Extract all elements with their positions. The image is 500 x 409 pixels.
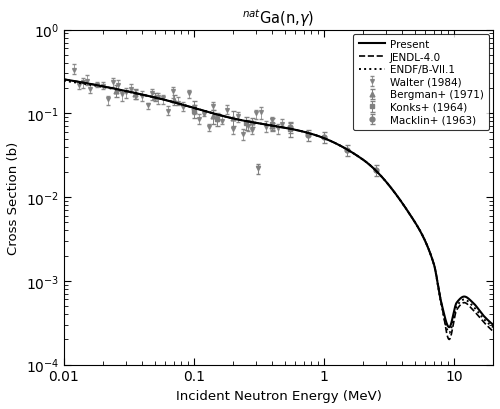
JENDL-4.0 bbox=[136, 92, 141, 97]
Present bbox=[226, 116, 232, 121]
Line: JENDL-4.0: JENDL-4.0 bbox=[64, 80, 493, 339]
Line: ENDF/B-VII.1: ENDF/B-VII.1 bbox=[64, 81, 493, 333]
Legend: Present, JENDL-4.0, ENDF/B-VII.1, Walter (1984), Bergman+ (1971), Konks+ (1964),: Present, JENDL-4.0, ENDF/B-VII.1, Walter… bbox=[354, 35, 489, 130]
Present bbox=[136, 92, 141, 97]
Line: Present: Present bbox=[64, 80, 493, 327]
ENDF/B-VII.1 bbox=[482, 318, 488, 323]
ENDF/B-VII.1 bbox=[136, 92, 141, 97]
Present bbox=[244, 119, 250, 124]
JENDL-4.0 bbox=[226, 116, 232, 121]
ENDF/B-VII.1 bbox=[61, 79, 67, 84]
Present bbox=[482, 315, 488, 320]
ENDF/B-VII.1 bbox=[110, 87, 116, 92]
ENDF/B-VII.1 bbox=[446, 330, 452, 335]
JENDL-4.0 bbox=[244, 119, 250, 124]
Present bbox=[110, 87, 116, 92]
JENDL-4.0 bbox=[61, 78, 67, 83]
ENDF/B-VII.1 bbox=[490, 325, 496, 330]
Present bbox=[490, 322, 496, 327]
JENDL-4.0 bbox=[446, 337, 452, 342]
ENDF/B-VII.1 bbox=[244, 119, 250, 124]
Present bbox=[446, 325, 452, 330]
Y-axis label: Cross Section (b): Cross Section (b) bbox=[7, 141, 20, 254]
X-axis label: Incident Neutron Energy (MeV): Incident Neutron Energy (MeV) bbox=[176, 389, 382, 402]
JENDL-4.0 bbox=[490, 329, 496, 334]
ENDF/B-VII.1 bbox=[436, 286, 442, 291]
JENDL-4.0 bbox=[110, 87, 116, 92]
Present bbox=[61, 78, 67, 83]
Title: $^{nat}$Ga(n,$\gamma$): $^{nat}$Ga(n,$\gamma$) bbox=[242, 7, 314, 29]
JENDL-4.0 bbox=[436, 284, 442, 289]
ENDF/B-VII.1 bbox=[226, 116, 232, 121]
JENDL-4.0 bbox=[482, 321, 488, 326]
Present bbox=[436, 285, 442, 290]
